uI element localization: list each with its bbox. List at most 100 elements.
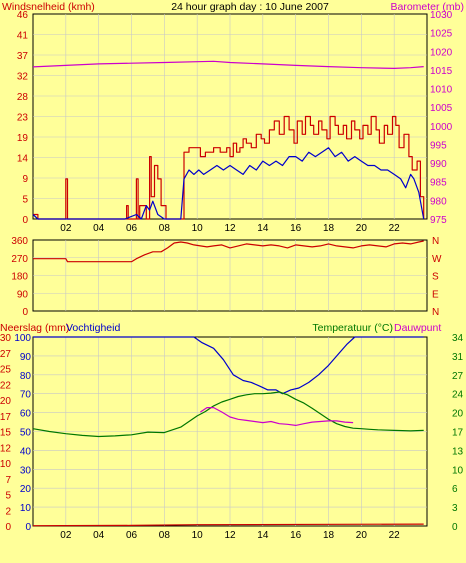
humidity-axis-tick-0: 0 bbox=[25, 522, 31, 533]
wind-direction-series-line bbox=[33, 240, 424, 263]
humidity-x-tick-12: 12 bbox=[224, 530, 236, 541]
wind-x-tick-20: 20 bbox=[356, 223, 368, 234]
temperature-axis-tick-8: 27 bbox=[452, 371, 464, 382]
temperature-axis-tick-9: 31 bbox=[452, 352, 464, 363]
temperature-axis-tick-0: 0 bbox=[452, 522, 458, 533]
rain-axis-tick-0: 0 bbox=[5, 522, 11, 533]
humidity-axis-tick-9: 90 bbox=[20, 352, 32, 363]
barometer-axis-tick-3: 990 bbox=[430, 159, 447, 170]
wind-axis-title: Windsnelheid (kmh) bbox=[2, 1, 95, 13]
wind-axis-tick-7: 32 bbox=[17, 72, 29, 83]
plot-layer: 0591419232832374146975980985990995100010… bbox=[0, 10, 464, 541]
direction-axis-tick-4: 360 bbox=[11, 236, 28, 247]
rain-axis-tick-8: 20 bbox=[0, 396, 11, 407]
wind-x-tick-08: 08 bbox=[159, 223, 171, 234]
humidity-axis-tick-3: 30 bbox=[20, 465, 32, 476]
compass-axis-tick-0: N bbox=[432, 307, 439, 318]
humidity-x-tick-10: 10 bbox=[192, 530, 204, 541]
humidity-axis-tick-6: 60 bbox=[20, 409, 32, 420]
temperature-axis-tick-3: 10 bbox=[452, 465, 464, 476]
humidity-axis-tick-8: 80 bbox=[20, 371, 32, 382]
humidity-x-tick-16: 16 bbox=[290, 530, 302, 541]
wind-x-tick-04: 04 bbox=[93, 223, 105, 234]
wind-axis-tick-0: 0 bbox=[22, 215, 28, 226]
temperature-axis-tick-10: 34 bbox=[452, 333, 464, 344]
dewpoint-series-line bbox=[200, 407, 354, 426]
rain-axis-tick-5: 12 bbox=[0, 443, 11, 454]
barometer-axis-tick-8: 1015 bbox=[430, 66, 453, 77]
barometer-axis-tick-0: 975 bbox=[430, 215, 447, 226]
wind-axis-tick-3: 14 bbox=[17, 154, 29, 165]
barometer-axis-tick-6: 1005 bbox=[430, 103, 453, 114]
humidity-x-tick-04: 04 bbox=[93, 530, 105, 541]
humidity-x-tick-22: 22 bbox=[389, 530, 401, 541]
rain-axis-tick-1: 2 bbox=[5, 506, 11, 517]
rain-axis-tick-3: 7 bbox=[5, 475, 11, 486]
humidity-x-tick-08: 08 bbox=[159, 530, 171, 541]
rain-axis-tick-11: 27 bbox=[0, 349, 11, 360]
rain-axis-tick-7: 17 bbox=[0, 412, 11, 423]
rain-axis-tick-12: 30 bbox=[0, 333, 11, 344]
rain-axis-tick-9: 22 bbox=[0, 380, 11, 391]
wind-x-tick-12: 12 bbox=[224, 223, 236, 234]
wind-axis-tick-6: 28 bbox=[17, 92, 29, 103]
direction-axis-tick-3: 270 bbox=[11, 254, 28, 265]
wind-x-tick-14: 14 bbox=[257, 223, 269, 234]
barometer-axis-tick-11: 1030 bbox=[430, 10, 453, 21]
compass-axis-tick-1: E bbox=[432, 289, 439, 300]
barometer-axis-title: Barometer (mb) bbox=[390, 1, 464, 13]
temperature-axis-tick-6: 20 bbox=[452, 409, 464, 420]
barometer-series-line bbox=[32, 60, 424, 69]
wind-x-tick-18: 18 bbox=[323, 223, 335, 234]
chart-title: 24 hour graph day : 10 June 2007 bbox=[171, 1, 329, 13]
barometer-axis-tick-10: 1025 bbox=[430, 29, 453, 40]
direction-axis-tick-0: 0 bbox=[22, 307, 28, 318]
barometer-axis-tick-4: 995 bbox=[430, 140, 447, 151]
temperature-axis-tick-7: 24 bbox=[452, 390, 464, 401]
humidity-series-line bbox=[33, 336, 424, 395]
humidity-axis-title: Vochtigheid bbox=[66, 322, 120, 334]
wind-axis-tick-9: 41 bbox=[17, 31, 29, 42]
barometer-axis-tick-2: 985 bbox=[430, 178, 447, 189]
temperature-axis-tick-2: 6 bbox=[452, 484, 458, 495]
dewpoint-axis-title: Dauwpunt bbox=[394, 322, 441, 334]
humidity-axis-tick-10: 100 bbox=[14, 333, 31, 344]
compass-axis-tick-4: N bbox=[432, 236, 439, 247]
wind-axis-tick-1: 5 bbox=[22, 195, 28, 206]
rain-axis-tick-10: 25 bbox=[0, 365, 11, 376]
humidity-axis-tick-7: 70 bbox=[20, 390, 32, 401]
wind-x-tick-22: 22 bbox=[389, 223, 401, 234]
direction-axis-tick-1: 90 bbox=[17, 289, 29, 300]
temperature-axis-tick-4: 13 bbox=[452, 446, 464, 457]
humidity-x-tick-20: 20 bbox=[356, 530, 368, 541]
barometer-axis-tick-5: 1000 bbox=[430, 122, 453, 133]
temperature-axis-title: Temperatuur (°C) bbox=[312, 322, 393, 334]
humidity-x-tick-06: 06 bbox=[126, 530, 138, 541]
wind-axis-tick-5: 23 bbox=[17, 113, 29, 124]
rain-axis-tick-4: 10 bbox=[0, 459, 11, 470]
rain-axis-tick-6: 15 bbox=[0, 428, 11, 439]
humidity-x-tick-18: 18 bbox=[323, 530, 335, 541]
wind-gust-series-line bbox=[33, 115, 425, 220]
barometer-axis-tick-7: 1010 bbox=[430, 85, 453, 96]
barometer-axis-tick-9: 1020 bbox=[430, 47, 453, 58]
wind-axis-tick-2: 9 bbox=[22, 174, 28, 185]
wind-axis-tick-8: 37 bbox=[17, 51, 29, 62]
wind-axis-tick-10: 46 bbox=[17, 10, 29, 21]
rain-axis-tick-2: 5 bbox=[5, 491, 11, 502]
humidity-axis-tick-2: 20 bbox=[20, 484, 32, 495]
compass-axis-tick-2: S bbox=[432, 272, 439, 283]
wind-x-tick-06: 06 bbox=[126, 223, 138, 234]
wind-axis-tick-4: 19 bbox=[17, 133, 29, 144]
temperature-axis-tick-5: 17 bbox=[452, 428, 464, 439]
rain-axis-title: Neerslag (mm) bbox=[0, 322, 69, 334]
wind-x-tick-02: 02 bbox=[60, 223, 72, 234]
wind-x-tick-10: 10 bbox=[192, 223, 204, 234]
humidity-axis-tick-1: 10 bbox=[20, 503, 32, 514]
humidity-axis-tick-5: 50 bbox=[20, 428, 32, 439]
barometer-axis-tick-1: 980 bbox=[430, 196, 447, 207]
wind-x-tick-16: 16 bbox=[290, 223, 302, 234]
temperature-series-line bbox=[32, 391, 424, 438]
